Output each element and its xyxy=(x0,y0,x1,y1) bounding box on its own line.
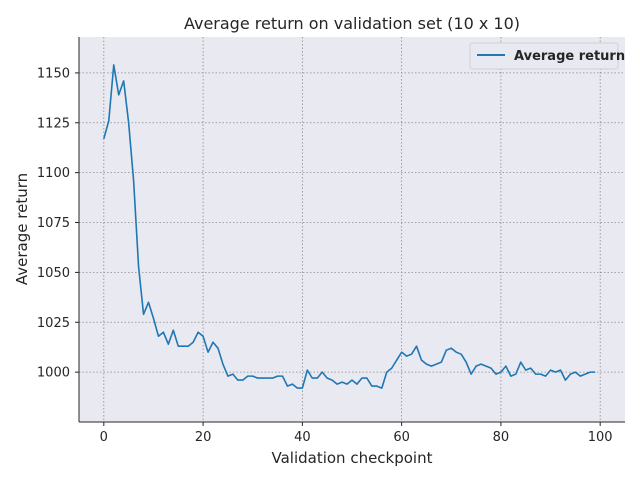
y-tick-label: 1100 xyxy=(37,166,70,181)
series-line-average-return xyxy=(103,64,596,389)
y-tick-label: 1075 xyxy=(37,216,70,231)
legend: Average return xyxy=(469,42,625,70)
y-tick-label: 1000 xyxy=(37,366,70,381)
x-tick-label: 0 xyxy=(100,430,108,445)
axes xyxy=(75,37,625,426)
series-layer xyxy=(103,64,596,389)
x-tick-label: 60 xyxy=(393,430,410,445)
y-tick-label: 1125 xyxy=(37,116,70,131)
x-tick-label: 20 xyxy=(195,430,212,445)
grid xyxy=(79,37,625,422)
y-tick-label: 1050 xyxy=(37,266,70,281)
y-axis-label: Average return xyxy=(13,173,31,285)
legend-entry-average-return: Average return xyxy=(514,49,625,64)
x-tick-label: 80 xyxy=(493,430,510,445)
tick-labels: 0 20 40 60 80 100 1000 1025 1050 1075 1100 1125 1150 xyxy=(37,66,613,445)
legend-box xyxy=(469,42,619,70)
x-tick-label: 40 xyxy=(294,430,311,445)
plot-area xyxy=(79,37,625,422)
y-tick-label: 1025 xyxy=(37,316,70,331)
x-tick-label: 100 xyxy=(588,430,613,445)
chart-title: Average return on validation set (10 x 1… xyxy=(184,14,520,33)
y-tick-label: 1150 xyxy=(37,66,70,81)
x-axis-label: Validation checkpoint xyxy=(271,449,432,467)
